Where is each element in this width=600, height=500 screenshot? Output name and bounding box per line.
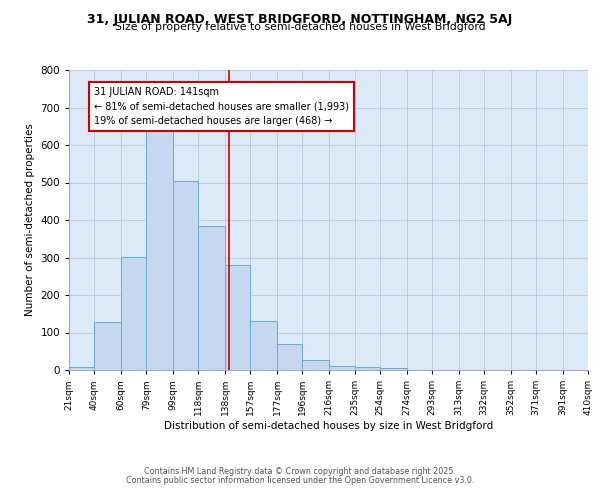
Bar: [94, 322, 121, 370]
Text: Contains public sector information licensed under the Open Government Licence v3: Contains public sector information licen…: [126, 476, 474, 485]
Bar: [329, 366, 355, 370]
X-axis label: Distribution of semi-detached houses by size in West Bridgford: Distribution of semi-detached houses by …: [164, 421, 493, 431]
Bar: [380, 368, 407, 370]
Bar: [355, 367, 380, 370]
Bar: [121, 257, 146, 370]
Bar: [199, 226, 225, 370]
Bar: [302, 360, 329, 370]
Bar: [173, 182, 199, 370]
Text: Contains HM Land Registry data © Crown copyright and database right 2025.: Contains HM Land Registry data © Crown c…: [144, 467, 456, 476]
Text: 31 JULIAN ROAD: 141sqm
← 81% of semi-detached houses are smaller (1,993)
19% of : 31 JULIAN ROAD: 141sqm ← 81% of semi-det…: [94, 87, 349, 126]
Bar: [225, 265, 250, 370]
Y-axis label: Number of semi-detached properties: Number of semi-detached properties: [25, 124, 35, 316]
Text: Size of property relative to semi-detached houses in West Bridgford: Size of property relative to semi-detach…: [115, 22, 485, 32]
Bar: [69, 367, 94, 370]
Bar: [277, 344, 302, 370]
Bar: [250, 322, 277, 370]
Text: 31, JULIAN ROAD, WEST BRIDGFORD, NOTTINGHAM, NG2 5AJ: 31, JULIAN ROAD, WEST BRIDGFORD, NOTTING…: [88, 12, 512, 26]
Bar: [146, 130, 173, 370]
